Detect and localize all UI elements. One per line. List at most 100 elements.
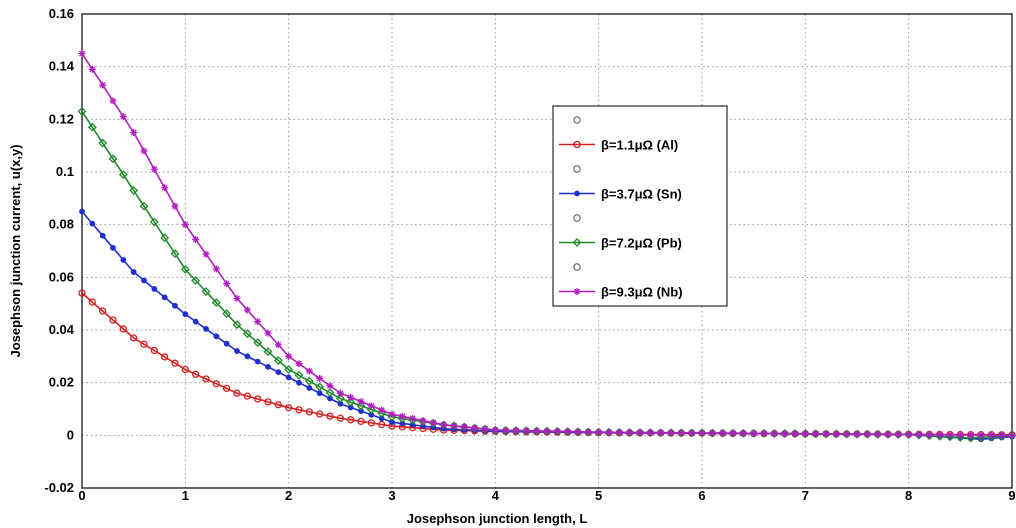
series-group — [77, 50, 1016, 443]
data-point — [211, 298, 221, 308]
data-point — [223, 340, 230, 347]
data-point — [108, 154, 118, 164]
data-point — [552, 426, 562, 436]
data-point — [894, 430, 902, 438]
data-point — [429, 419, 437, 427]
data-point — [574, 428, 582, 436]
data-point — [129, 186, 139, 195]
data-point — [172, 302, 178, 309]
data-point — [233, 389, 241, 397]
data-point — [88, 298, 96, 306]
data-point — [770, 430, 778, 438]
data-point — [150, 346, 158, 355]
data-point — [346, 397, 356, 407]
data-point — [636, 428, 644, 436]
x-tick-label: 1 — [182, 488, 189, 503]
data-point — [791, 430, 799, 438]
legend: β=1.1μΩ (Al) β=3.7μΩ (Sn) β=7.2μΩ (Pb) β=9.… — [552, 105, 728, 307]
data-point — [315, 382, 325, 392]
data-point — [863, 430, 871, 438]
x-tick-label: 0 — [78, 488, 85, 503]
data-point — [626, 428, 634, 436]
data-point — [976, 432, 986, 442]
data-point — [232, 320, 242, 330]
legend-entry: β=1.1μΩ (Al) — [559, 138, 678, 153]
data-point — [77, 107, 87, 116]
data-point — [998, 431, 1006, 439]
data-point — [140, 340, 148, 348]
data-point — [202, 250, 210, 258]
data-point — [233, 294, 241, 302]
data-point — [564, 428, 572, 436]
data-point — [822, 430, 830, 438]
data-point — [987, 431, 995, 439]
legend-entry — [573, 165, 581, 173]
data-point — [98, 138, 108, 148]
data-point — [151, 286, 158, 292]
data-point — [223, 280, 231, 288]
legend-label: β=1.1μΩ (Al) — [601, 138, 678, 153]
data-point — [78, 50, 86, 57]
legend-marker — [573, 288, 581, 295]
data-point — [450, 422, 458, 430]
data-point — [305, 367, 313, 375]
data-point — [139, 201, 149, 211]
legend-entry — [573, 263, 581, 271]
data-point — [459, 422, 469, 432]
data-point — [181, 365, 189, 374]
data-point — [316, 374, 324, 382]
x-tick-label: 2 — [285, 488, 292, 503]
data-point — [325, 388, 335, 398]
legend-entry — [573, 214, 581, 222]
data-point — [729, 429, 737, 437]
data-point — [583, 427, 593, 437]
data-point — [150, 165, 158, 173]
legend-marker — [573, 116, 581, 124]
x-tick-label: 9 — [1008, 488, 1015, 503]
data-point — [109, 316, 117, 324]
data-point — [253, 338, 263, 348]
legend-entry — [573, 116, 581, 124]
data-point — [149, 217, 159, 227]
x-tick-label: 7 — [802, 488, 809, 503]
data-point — [130, 129, 138, 136]
legend-marker — [573, 140, 581, 149]
legend-marker — [574, 190, 580, 197]
data-point — [213, 333, 220, 340]
y-tick-label: 0.1 — [56, 164, 74, 179]
x-tick-label: 4 — [492, 488, 500, 503]
legend-entry: β=7.2μΩ (Pb) — [559, 236, 682, 251]
data-point — [491, 426, 499, 434]
y-tick-label: -0.02 — [44, 480, 74, 495]
data-point — [161, 353, 169, 361]
data-point — [304, 376, 314, 386]
data-point — [409, 421, 416, 428]
data-point — [553, 427, 561, 435]
data-point — [119, 113, 127, 121]
data-point — [254, 318, 262, 326]
data-point — [915, 431, 923, 439]
data-point — [357, 398, 365, 406]
x-axis-label: Josephson junction length, L — [407, 511, 588, 526]
data-point — [502, 426, 510, 434]
legend-label: β=7.2μΩ (Pb) — [601, 236, 682, 251]
data-point — [584, 428, 592, 436]
data-point — [192, 318, 199, 325]
data-point — [120, 257, 127, 263]
data-point — [263, 347, 273, 357]
data-point — [760, 429, 768, 437]
data-point — [109, 97, 117, 105]
legend-label: β=9.3μΩ (Nb) — [601, 285, 683, 300]
data-point — [801, 430, 809, 438]
data-point — [336, 389, 344, 397]
legend-box — [552, 105, 728, 307]
data-point — [212, 265, 220, 273]
data-point — [667, 429, 675, 437]
data-point — [378, 420, 386, 429]
legend-marker — [573, 263, 581, 271]
data-point — [490, 425, 500, 435]
series-4 — [78, 50, 1016, 439]
data-point — [481, 425, 489, 433]
data-point — [357, 417, 365, 426]
plot-frame — [81, 13, 1013, 489]
